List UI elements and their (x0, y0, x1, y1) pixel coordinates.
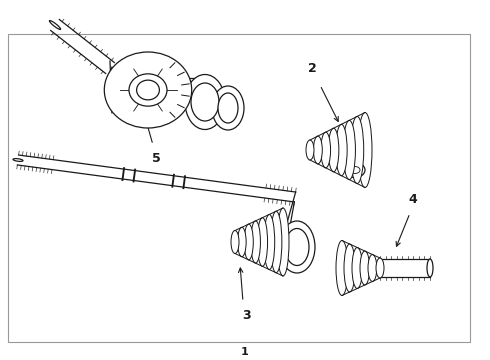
Ellipse shape (251, 221, 260, 263)
Ellipse shape (343, 120, 355, 180)
Ellipse shape (205, 78, 211, 102)
Text: 4: 4 (409, 193, 417, 206)
Ellipse shape (306, 140, 314, 160)
Ellipse shape (336, 124, 347, 176)
Ellipse shape (344, 244, 355, 292)
Ellipse shape (257, 218, 268, 266)
Ellipse shape (350, 166, 360, 174)
Ellipse shape (360, 251, 369, 285)
Text: 3: 3 (242, 309, 250, 322)
Ellipse shape (137, 80, 159, 100)
Ellipse shape (321, 132, 331, 168)
Ellipse shape (358, 112, 372, 188)
Ellipse shape (104, 52, 192, 128)
Ellipse shape (129, 74, 167, 106)
Ellipse shape (279, 221, 315, 273)
Ellipse shape (314, 136, 322, 164)
Ellipse shape (238, 227, 246, 257)
Ellipse shape (13, 159, 23, 161)
Ellipse shape (185, 75, 225, 130)
Ellipse shape (376, 258, 384, 278)
Ellipse shape (212, 86, 244, 130)
Ellipse shape (350, 116, 364, 184)
Ellipse shape (218, 93, 238, 123)
Ellipse shape (191, 83, 219, 121)
Ellipse shape (336, 240, 348, 296)
Ellipse shape (270, 211, 282, 273)
Ellipse shape (277, 208, 289, 276)
Ellipse shape (427, 259, 433, 277)
Ellipse shape (244, 224, 253, 260)
Text: 1: 1 (241, 347, 249, 357)
Ellipse shape (352, 248, 363, 288)
Ellipse shape (231, 230, 239, 253)
Ellipse shape (345, 162, 365, 177)
Ellipse shape (328, 128, 339, 172)
Ellipse shape (49, 21, 61, 30)
Text: 5: 5 (151, 152, 160, 165)
Bar (8, 34, 470, 342)
Ellipse shape (368, 255, 377, 282)
Ellipse shape (285, 229, 309, 266)
Text: 2: 2 (308, 62, 317, 75)
Ellipse shape (264, 215, 275, 270)
